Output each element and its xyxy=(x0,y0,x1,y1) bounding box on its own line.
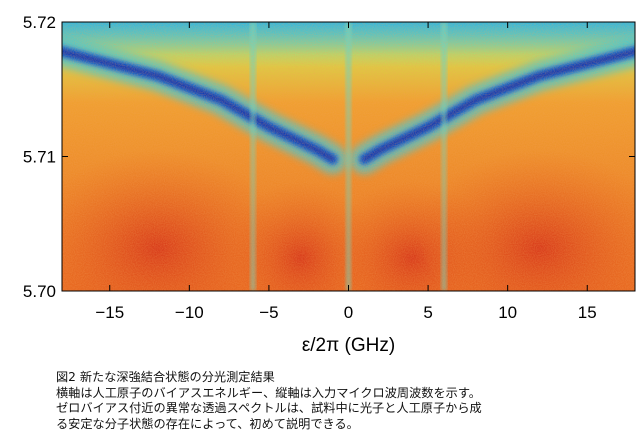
heatmap-noise xyxy=(62,22,635,291)
caption-line-1: 図2 新たな深強結合状態の分光測定結果 xyxy=(56,370,275,384)
x-tick-label: −10 xyxy=(175,303,204,322)
caption-line-4: る安定な分子状態の存在によって、初めて説明できる。 xyxy=(56,416,359,431)
x-tick-label: 10 xyxy=(498,303,517,322)
caption-line-3: ゼロバイアス付近の異常な透過スペクトルは、試料中に光子と人工原子から成 xyxy=(56,401,482,416)
x-tick-label: 15 xyxy=(578,303,597,322)
x-tick-label: −5 xyxy=(259,303,278,322)
spectroscopy-chart: −15 −10 −5 0 5 10 15 5.70 5.71 5.72 ε/2π (GHz) xyxy=(23,13,636,356)
x-axis-label: ε/2π (GHz) xyxy=(302,335,395,356)
y-tick-label: 5.71 xyxy=(23,148,56,167)
caption-line-2: 横軸は人工原子のバイアスエネルギー、縦軸は入力マイクロ波周波数を示す。 xyxy=(56,385,481,400)
x-tick-label: 5 xyxy=(423,303,432,322)
figure-caption: 図2 新たな深強結合状態の分光測定結果 横軸は人工原子のバイアスエネルギー、縦軸… xyxy=(56,370,636,432)
y-tick-label: 5.70 xyxy=(23,282,56,301)
x-tick-label: 0 xyxy=(344,303,353,322)
x-tick-label: −15 xyxy=(95,303,124,322)
y-tick-label: 5.72 xyxy=(23,13,56,32)
plot-area xyxy=(62,22,635,291)
